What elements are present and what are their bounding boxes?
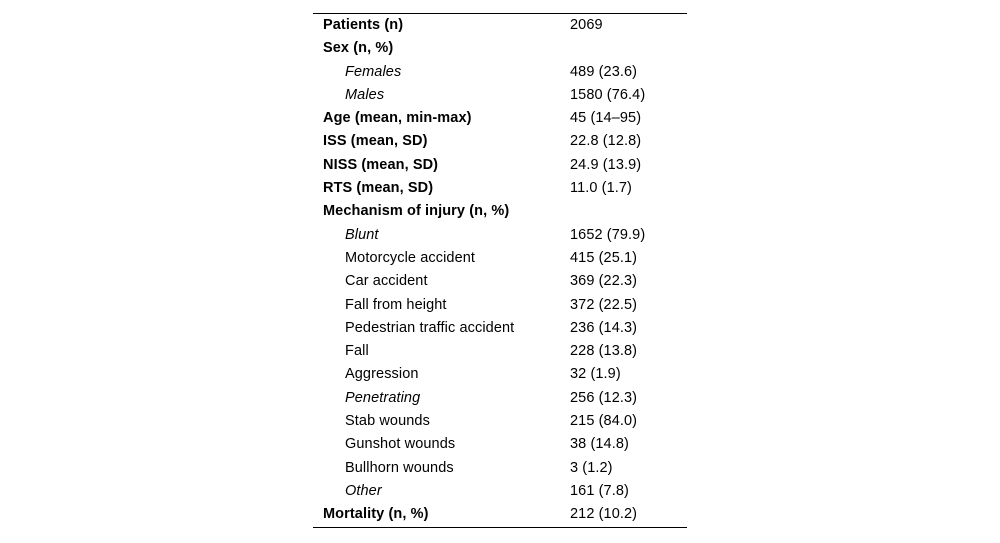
- table-row: ISS (mean, SD) 22.8 (12.8): [313, 130, 687, 153]
- row-value: 372 (22.5): [570, 296, 638, 313]
- table-row: Fall 228 (13.8): [313, 340, 687, 363]
- row-label: Penetrating: [345, 389, 421, 406]
- row-label: Fall from height: [345, 296, 447, 313]
- row-label: Stab wounds: [345, 413, 430, 430]
- row-value: 415 (25.1): [570, 249, 638, 266]
- table-row: Males 1580 (76.4): [313, 84, 687, 107]
- table-row: NISS (mean, SD) 24.9 (13.9): [313, 154, 687, 177]
- table-row: Blunt 1652 (79.9): [313, 224, 687, 247]
- row-value: 1580 (76.4): [570, 86, 646, 103]
- row-value: 32 (1.9): [570, 366, 621, 383]
- table-row: Mechanism of injury (n, %): [313, 200, 687, 223]
- row-label: Patients (n): [323, 17, 404, 33]
- row-label: Age (mean, min-max): [323, 110, 472, 127]
- row-label: Aggression: [345, 366, 419, 383]
- table-row: Patients (n) 2069: [313, 14, 687, 37]
- row-value: 256 (12.3): [570, 389, 638, 406]
- row-value: 212 (10.2): [570, 506, 638, 523]
- table-row: Pedestrian traffic accident 236 (14.3): [313, 317, 687, 340]
- row-label: ISS (mean, SD): [323, 133, 428, 150]
- row-value: 45 (14–95): [570, 110, 642, 127]
- row-label: NISS (mean, SD): [323, 156, 439, 173]
- row-value: 228 (13.8): [570, 343, 638, 360]
- patient-characteristics-table: Patients (n) 2069 Sex (n, %) Females 489…: [313, 13, 687, 528]
- table-row: Stab wounds 215 (84.0): [313, 410, 687, 433]
- table-row: Mortality (n, %) 212 (10.2): [313, 503, 687, 526]
- table-row: RTS (mean, SD) 11.0 (1.7): [313, 177, 687, 200]
- row-value: 38 (14.8): [570, 436, 629, 453]
- table-row: Bullhorn wounds 3 (1.2): [313, 457, 687, 480]
- row-label: Blunt: [345, 226, 379, 243]
- row-value: 215 (84.0): [570, 413, 638, 430]
- table-row: Females 489 (23.6): [313, 61, 687, 84]
- row-label: Sex (n, %): [323, 40, 394, 57]
- table-row: Motorcycle accident 415 (25.1): [313, 247, 687, 270]
- row-value: 2069: [570, 17, 603, 33]
- table-body: Patients (n) 2069 Sex (n, %) Females 489…: [313, 14, 687, 527]
- table-row: Gunshot wounds 38 (14.8): [313, 433, 687, 456]
- row-value: 161 (7.8): [570, 482, 629, 499]
- row-label: Motorcycle accident: [345, 249, 476, 266]
- table-row: Car accident 369 (22.3): [313, 270, 687, 293]
- row-label: Mortality (n, %): [323, 506, 429, 523]
- table-row: Aggression 32 (1.9): [313, 363, 687, 386]
- row-value: 11.0 (1.7): [570, 180, 632, 197]
- row-label: RTS (mean, SD): [323, 180, 434, 197]
- row-label: Males: [345, 86, 385, 103]
- row-value: 22.8 (12.8): [570, 133, 642, 150]
- row-label: Other: [345, 482, 382, 499]
- row-value: 3 (1.2): [570, 459, 613, 476]
- table-row: Fall from height 372 (22.5): [313, 294, 687, 317]
- table-row: Sex (n, %): [313, 37, 687, 60]
- table-row: Other 161 (7.8): [313, 480, 687, 503]
- row-label: Fall: [345, 343, 369, 360]
- row-value: 369 (22.3): [570, 273, 638, 290]
- row-label: Car accident: [345, 273, 428, 290]
- row-label: Bullhorn wounds: [345, 459, 454, 476]
- row-value: 489 (23.6): [570, 63, 638, 80]
- row-label: Gunshot wounds: [345, 436, 456, 453]
- row-label: Females: [345, 63, 402, 80]
- table-row: Penetrating 256 (12.3): [313, 387, 687, 410]
- row-value: 24.9 (13.9): [570, 156, 642, 173]
- table-row: Age (mean, min-max) 45 (14–95): [313, 107, 687, 130]
- row-label: Mechanism of injury (n, %): [323, 203, 510, 220]
- row-value: 236 (14.3): [570, 319, 638, 336]
- row-value: 1652 (79.9): [570, 226, 646, 243]
- row-label: Pedestrian traffic accident: [345, 319, 515, 336]
